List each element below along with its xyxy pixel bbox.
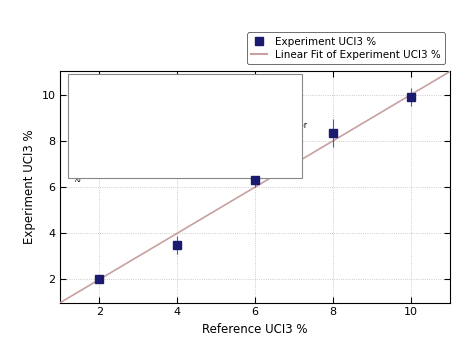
Legend: Experiment UCI3 %, Linear Fit of Experiment UCI3 %: Experiment UCI3 %, Linear Fit of Experim… bbox=[246, 32, 444, 64]
X-axis label: Reference UCI3 %: Reference UCI3 % bbox=[202, 323, 307, 336]
Y-axis label: Experiment UCI3 %: Experiment UCI3 % bbox=[23, 130, 36, 244]
